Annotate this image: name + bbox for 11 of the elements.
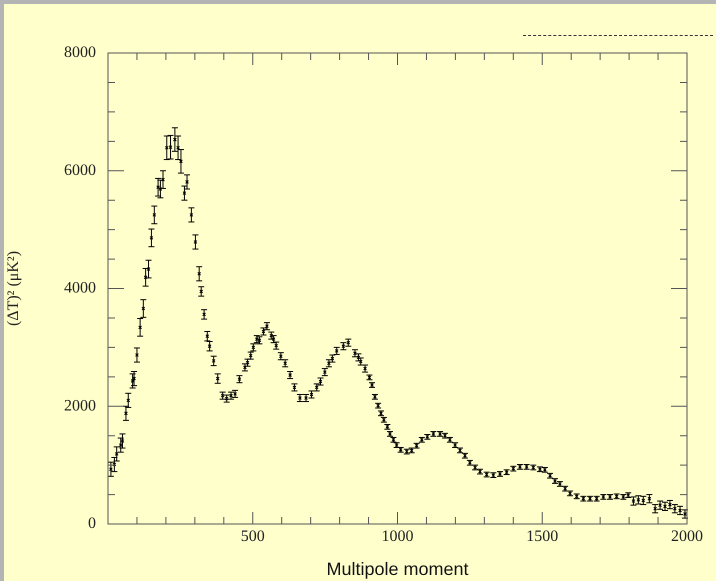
x-tick-label: 1000 — [382, 528, 414, 545]
y-axis-title: (ΔT)² (μK²) — [4, 250, 22, 326]
x-tick-label: 1500 — [526, 528, 558, 545]
x-tick-label: 2000 — [671, 528, 703, 545]
y-tick-label: 4000 — [64, 280, 96, 297]
y-tick-label: 0 — [88, 515, 96, 532]
x-axis-title: Multipole moment — [326, 559, 469, 580]
y-tick-label: 8000 — [64, 44, 96, 62]
y-tick-label: 2000 — [64, 397, 96, 414]
y-tick-label: 6000 — [64, 162, 96, 179]
x-tick-label: 500 — [240, 528, 265, 545]
